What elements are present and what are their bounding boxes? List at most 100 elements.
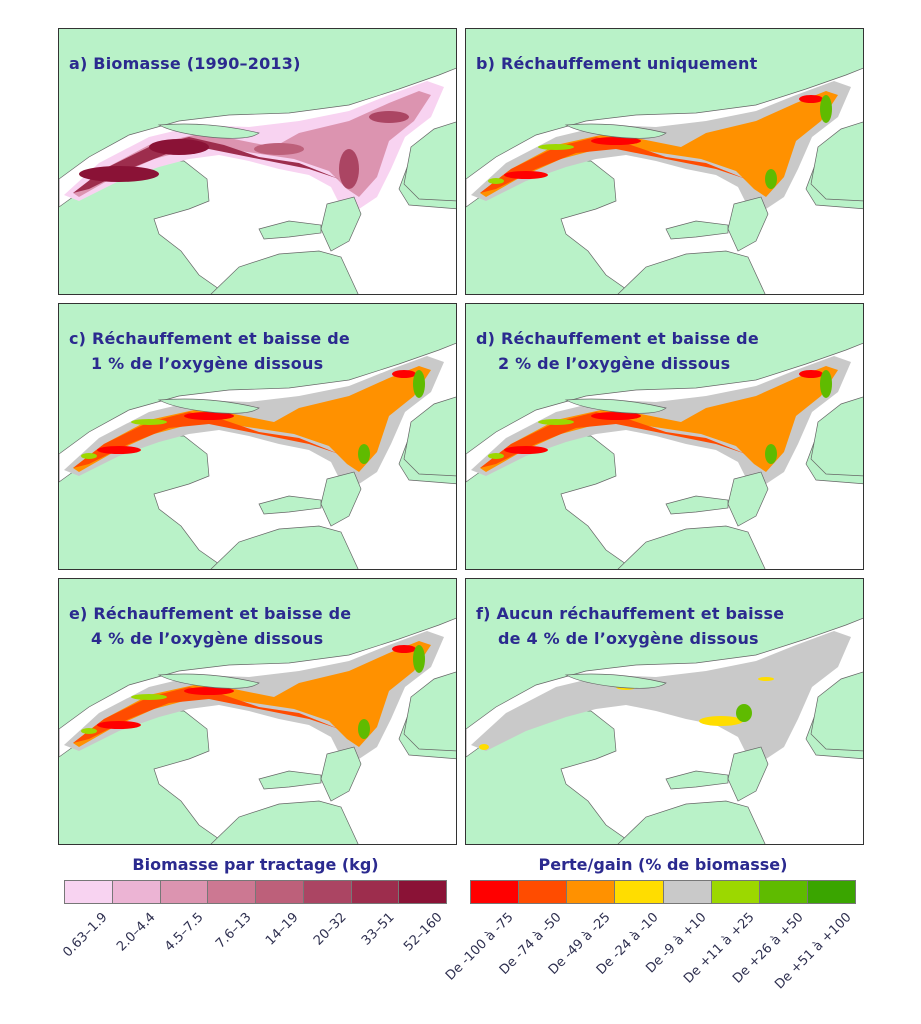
newfoundland <box>403 121 456 202</box>
map <box>466 617 863 844</box>
legend-swatch <box>663 881 712 903</box>
legend-label: 0.63–1.9 <box>60 910 111 961</box>
panel-title-line1: Réchauffement et baisse de <box>91 329 350 348</box>
legend-biomass-title: Biomasse par tractage (kg) <box>132 855 379 874</box>
legend-swatch <box>256 881 304 903</box>
loss-hotspot <box>591 412 641 420</box>
biomass-hotspot <box>369 111 409 123</box>
strong-loss-band <box>73 412 339 468</box>
panel-title-line2: 2 % de l’oxygène dissous <box>498 354 731 373</box>
loss-hotspot <box>184 687 234 695</box>
anticosti-island <box>157 673 260 689</box>
legend-swatch <box>567 881 616 903</box>
newfoundland <box>403 396 456 477</box>
anticosti-island <box>564 398 667 414</box>
legend-swatch <box>208 881 256 903</box>
loss-region <box>480 366 838 472</box>
loss-hotspot <box>799 95 823 103</box>
cape-breton <box>727 746 769 802</box>
loss-hotspot <box>591 137 641 145</box>
panel-letter: f) <box>476 604 491 623</box>
prince-edward-island <box>258 220 322 240</box>
map-panel-d: d) Réchauffement et baisse de 2 % de l’ox… <box>465 303 864 570</box>
strong-loss-band <box>480 412 746 468</box>
loss-region <box>480 91 838 197</box>
gain-patch <box>820 95 832 123</box>
panel-title-line2: de 4 % de l’oxygène dissous <box>498 629 759 648</box>
panel-letter: e) <box>69 604 88 623</box>
map <box>466 67 863 294</box>
biomass-hotspot <box>254 143 304 155</box>
newfoundland <box>810 671 863 752</box>
anticosti-island <box>157 123 260 139</box>
legend-change-colorbar <box>470 880 856 904</box>
legend-label: 4.5–7.5 <box>161 910 207 955</box>
panel-title-line2: 1 % de l’oxygène dissous <box>91 354 324 373</box>
cape-breton <box>320 471 362 527</box>
map <box>466 342 863 569</box>
gain-patch <box>81 728 97 734</box>
legend-swatch <box>303 881 352 903</box>
cape-breton <box>727 471 769 527</box>
newfoundland <box>810 396 863 477</box>
legend-swatch <box>65 881 113 903</box>
panel-title-line1: Biomasse (1990–2013) <box>93 54 301 73</box>
biomass-hotspot <box>149 139 209 155</box>
cape-breton <box>320 196 362 252</box>
panel-title-line1: Réchauffement et baisse de <box>500 329 759 348</box>
legend-swatch <box>351 881 400 903</box>
legend-swatch <box>112 881 161 903</box>
gain-patch <box>765 444 777 464</box>
nova-scotia <box>617 250 766 294</box>
panel-title: b) Réchauffement uniquement <box>476 51 757 76</box>
gain-patch <box>538 144 574 150</box>
loss-hotspot <box>799 370 823 378</box>
gain-patch <box>736 704 752 722</box>
legend-swatch <box>615 881 664 903</box>
newfoundland <box>403 671 456 752</box>
prince-edward-island <box>665 770 729 790</box>
panel-title: d) Réchauffement et baisse de 2 % de l’ox… <box>476 326 759 376</box>
cape-breton <box>727 196 769 252</box>
panel-title: f) Aucun réchauffement et baisse de 4 % d… <box>476 601 784 651</box>
map-panel-e: e) Réchauffement et baisse de 4 % de l’ox… <box>58 578 457 845</box>
panel-title: c) Réchauffement et baisse de 1 % de l’ox… <box>69 326 350 376</box>
panel-title-line2: 4 % de l’oxygène dissous <box>91 629 324 648</box>
map <box>59 342 456 569</box>
gain-patch <box>358 719 370 739</box>
gain-patch <box>488 178 504 184</box>
legend-change: Perte/gain (% de biomasse) De -100 à -75… <box>443 855 856 1014</box>
gain-patch <box>131 419 167 425</box>
small-loss-patch <box>758 677 774 681</box>
gain-patch <box>413 370 425 398</box>
prince-edward-island <box>665 495 729 515</box>
legend-swatch <box>399 881 446 903</box>
map-panel-f: f) Aucun réchauffement et baisse de 4 % d… <box>465 578 864 845</box>
anticosti-island <box>564 673 667 689</box>
small-loss-patch <box>479 744 489 750</box>
biomass-hotspot <box>79 166 159 182</box>
nova-scotia <box>210 800 359 844</box>
newfoundland <box>810 121 863 202</box>
nova-scotia <box>617 800 766 844</box>
gain-patch <box>81 453 97 459</box>
legend-change-title: Perte/gain (% de biomasse) <box>538 855 788 874</box>
biomass-hotspot <box>339 149 359 189</box>
loss-hotspot <box>504 446 548 454</box>
gain-patch <box>538 419 574 425</box>
panel-letter: a) <box>69 54 88 73</box>
anticosti-island <box>564 123 667 139</box>
legend-swatch <box>160 881 209 903</box>
map-panel-a: a) Biomasse (1990–2013) <box>58 28 457 295</box>
panel-title-line1: Réchauffement et baisse de <box>93 604 352 623</box>
loss-region <box>73 366 431 472</box>
loss-hotspot <box>97 446 141 454</box>
loss-hotspot <box>392 645 416 653</box>
map <box>59 617 456 844</box>
legend-label: 52–160 <box>401 910 446 955</box>
strong-loss-band <box>73 687 339 743</box>
panel-title-line1: Réchauffement uniquement <box>500 54 758 73</box>
legend-swatch <box>759 881 808 903</box>
legend-biomass-colorbar <box>64 880 447 904</box>
legend-label: 14–19 <box>263 910 303 949</box>
